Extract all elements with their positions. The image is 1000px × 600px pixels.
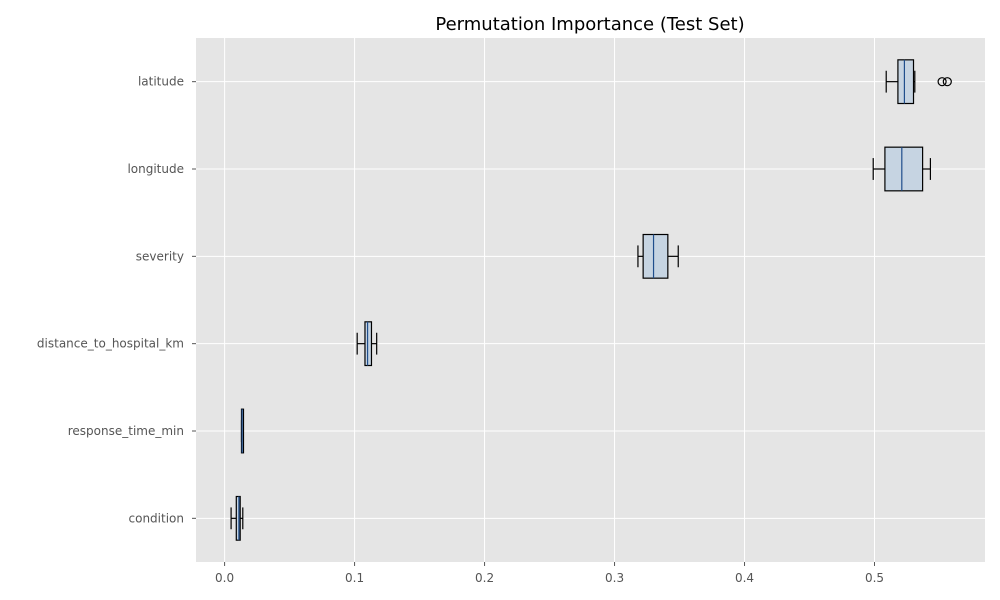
box-plot-severity — [637, 233, 679, 279]
box-iqr — [364, 321, 373, 367]
y-tick-label: distance_to_hospital_km — [37, 337, 184, 351]
x-tick-label: 0.0 — [215, 571, 234, 585]
box-plot-longitude — [872, 146, 932, 192]
grid-lines — [196, 38, 985, 562]
x-tick-label: 0.5 — [865, 571, 884, 585]
box-plot-distance-to-hospital-km — [356, 321, 378, 367]
chart-title: Permutation Importance (Test Set) — [435, 14, 744, 35]
y-tick-label: condition — [129, 511, 184, 525]
x-tick-label: 0.2 — [475, 571, 494, 585]
y-tick-label: latitude — [138, 75, 184, 89]
y-tick-label: severity — [136, 249, 184, 263]
box-plot-condition — [230, 495, 244, 541]
x-axis-ticks: 0.0 0.1 0.2 0.3 0.4 0.5 — [215, 562, 884, 585]
box-iqr — [642, 233, 669, 279]
box-iqr — [897, 59, 915, 105]
y-tick-label: longitude — [127, 162, 184, 176]
box-plot-latitude — [885, 59, 952, 105]
x-tick-label: 0.4 — [735, 571, 754, 585]
box-plot-response-time-min — [240, 408, 245, 454]
plot-background — [196, 38, 985, 562]
box-plots — [230, 59, 952, 541]
box-iqr — [235, 495, 241, 541]
x-tick-label: 0.3 — [605, 571, 624, 585]
outlier-point — [942, 77, 952, 87]
x-tick-label: 0.1 — [345, 571, 364, 585]
outlier-point — [937, 77, 947, 87]
y-tick-label: response_time_min — [68, 424, 184, 438]
y-axis-ticks: latitude longitude severity distance_to_hos… — [37, 75, 196, 525]
box-iqr — [884, 146, 924, 192]
